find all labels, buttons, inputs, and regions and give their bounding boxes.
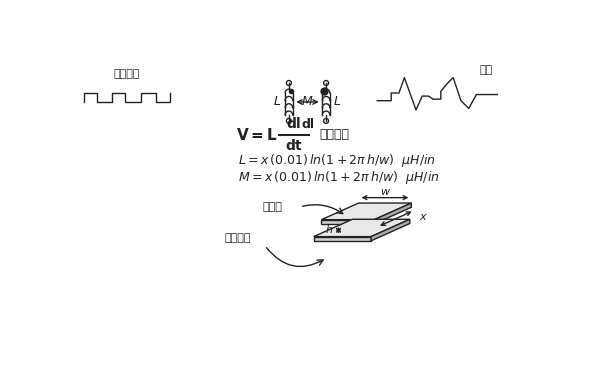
- Text: $L = x\,(0.01)\,\mathit{ln}(1+2\pi\,h/w)\ \ \mu H/in$: $L = x\,(0.01)\,\mathit{ln}(1+2\pi\,h/w)…: [238, 152, 436, 169]
- Text: h: h: [325, 225, 332, 235]
- Text: dl: dl: [301, 117, 314, 131]
- Polygon shape: [322, 203, 412, 220]
- Text: $\bf{V = L}$: $\bf{V = L}$: [236, 127, 278, 143]
- Text: L: L: [274, 96, 281, 108]
- Text: 信号线: 信号线: [263, 202, 283, 212]
- Text: $\bf{dl}$: $\bf{dl}$: [286, 116, 302, 131]
- Text: $\bf{dt}$: $\bf{dt}$: [285, 138, 303, 153]
- Text: w: w: [380, 187, 389, 197]
- Polygon shape: [314, 237, 371, 241]
- Polygon shape: [374, 203, 412, 224]
- Text: （伏特）: （伏特）: [320, 128, 350, 141]
- Text: L: L: [334, 96, 341, 108]
- Text: 电流回路: 电流回路: [224, 233, 251, 243]
- Polygon shape: [322, 220, 374, 224]
- Text: M: M: [302, 96, 313, 108]
- Text: $M = x\,(0.01)\,\mathit{ln}(1+2\pi\,h/w)\ \ \mu H/in$: $M = x\,(0.01)\,\mathit{ln}(1+2\pi\,h/w)…: [238, 169, 439, 186]
- Polygon shape: [314, 219, 410, 237]
- Polygon shape: [371, 219, 410, 241]
- Text: 电压: 电压: [479, 65, 493, 75]
- Text: 输入电流: 输入电流: [113, 69, 140, 79]
- Text: x: x: [419, 212, 426, 222]
